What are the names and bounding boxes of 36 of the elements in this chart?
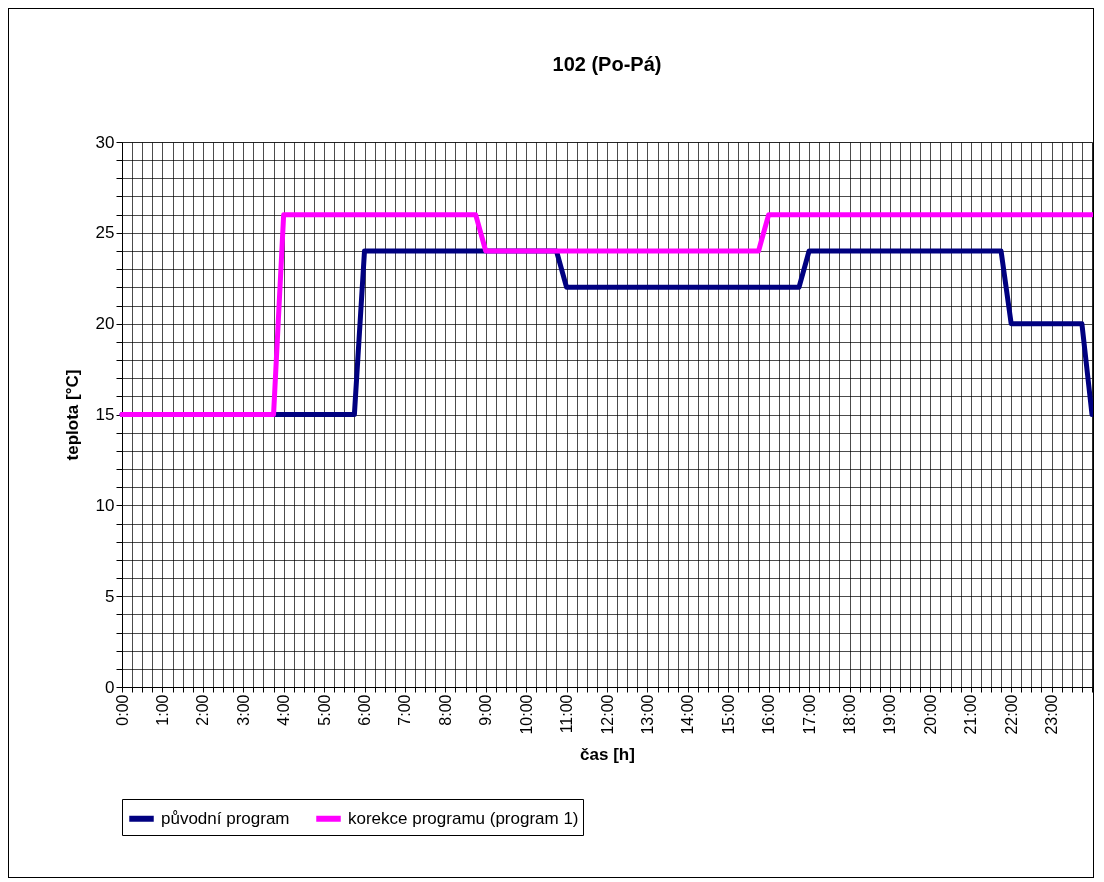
x-tick-label: 9:00 [477,694,495,726]
x-tick-label: 1:00 [153,694,171,726]
chart-title: 102 (Po-Pá) [552,53,662,75]
x-tick-label: 5:00 [315,694,333,726]
y-tick-label: 15 [95,405,115,424]
y-axis-title: teplota [°C] [62,369,82,461]
legend-label: původní program [161,808,290,828]
y-tick-label: 20 [95,314,115,334]
y-tick-label: 5 [105,586,115,606]
legend-label: korekce programu (program 1) [348,808,579,828]
x-tick-label: 22:00 [1002,694,1020,735]
x-tick-label: 20:00 [921,694,939,735]
x-tick-label: 3:00 [234,694,252,726]
x-tick-label: 13:00 [638,694,656,735]
y-tick-label: 25 [95,223,115,243]
x-tick-label: 23:00 [1043,694,1061,735]
x-tick-label: 2:00 [194,694,212,726]
x-tick-label: 11:00 [558,694,576,734]
x-tick-label: 15:00 [719,694,737,735]
x-tick-label: 18:00 [841,694,858,735]
y-tick-label: 10 [95,495,115,515]
x-tick-label: 19:00 [881,694,899,735]
y-tick-label: 30 [95,132,115,152]
x-tick-label: 14:00 [679,694,697,735]
x-tick-label: 4:00 [275,694,293,726]
x-tick-label: 12:00 [598,694,616,735]
x-tick-label: 10:00 [517,694,535,735]
x-tick-label: 8:00 [436,694,454,726]
x-tick-label: 0:00 [113,694,131,726]
x-axis-title: čas [h] [580,744,635,764]
x-tick-label: 6:00 [356,694,373,726]
y-tick-label: 0 [105,677,115,697]
x-tick-label: 21:00 [962,694,980,735]
x-tick-label: 7:00 [396,694,414,726]
x-tick-label: 17:00 [800,694,818,735]
x-tick-label: 16:00 [760,694,778,735]
